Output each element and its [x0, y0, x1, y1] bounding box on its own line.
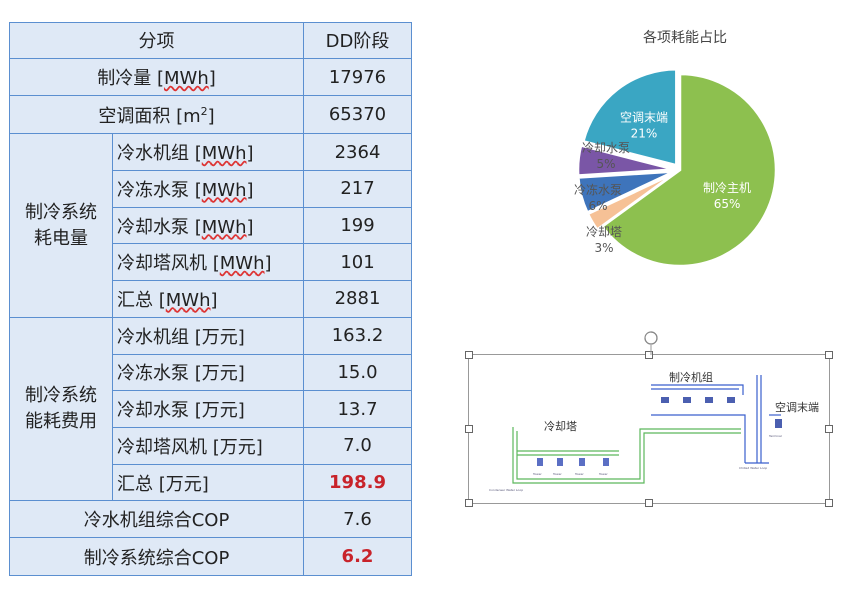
pie-slice-name: 制冷主机	[703, 181, 751, 195]
pie-slice-name: 冷却塔	[586, 225, 622, 239]
table-row: 汇总 [MWh] 2881	[10, 280, 412, 318]
power-row-value: 199	[303, 206, 412, 245]
svg-text:Tower: Tower	[598, 472, 608, 476]
pie-slice-percent: 6%	[588, 199, 607, 213]
table-row: 制冷量 [MWh] 17976	[9, 57, 412, 97]
table-row: 冷水机组综合COP 7.6	[9, 500, 412, 539]
resize-handle[interactable]	[465, 351, 473, 359]
system-schematic: Tower Tower Tower Tower Terminal Chilled…	[465, 351, 833, 507]
cost-row-value: 15.0	[303, 353, 412, 392]
cost-group-label: 制冷系统能耗费用	[9, 316, 113, 502]
terminal-label: 空调末端	[775, 400, 819, 414]
cost-row-label: 冷冻水泵 [万元]	[112, 353, 304, 392]
chiller-cop-label: 冷水机组综合COP	[9, 500, 304, 539]
pie-slice	[576, 144, 675, 177]
cost-row-value: 163.2	[303, 316, 412, 355]
cooling-tower-label: 冷却塔	[544, 420, 577, 433]
pie-slice	[586, 171, 676, 232]
table-row: 冷冻水泵 [万元] 15.0	[10, 353, 412, 392]
cost-row-label: 冷却水泵 [万元]	[112, 390, 304, 428]
cooling-capacity-value: 17976	[303, 57, 412, 97]
resize-handle[interactable]	[645, 351, 653, 359]
cost-row-value: 13.7	[303, 390, 412, 428]
table-row: 冷却塔风机 [万元] 7.0	[10, 426, 412, 465]
resize-handle[interactable]	[825, 351, 833, 359]
table-row: 冷却水泵 [MWh] 199	[10, 206, 412, 245]
system-cop-value: 6.2	[303, 537, 412, 576]
power-row-label: 冷却水泵 [MWh]	[112, 206, 304, 245]
pie-slice-name: 冷冻水泵	[574, 182, 622, 197]
power-row-value: 217	[303, 169, 412, 208]
ac-area-label: 空调面积 [m2]	[9, 95, 304, 135]
table-row: 冷却水泵 [万元] 13.7	[10, 390, 412, 428]
table-row: 冷却塔风机 [MWh] 101	[10, 243, 412, 282]
cooling-capacity-label: 制冷量 [MWh]	[9, 57, 304, 97]
cost-total-value: 198.9	[303, 463, 412, 502]
pie-slice-name: 空调末端	[620, 111, 668, 125]
table-row: 空调面积 [m2] 65370	[9, 95, 412, 135]
power-row-value: 2364	[303, 133, 412, 171]
table-row: 制冷系统综合COP 6.2	[9, 537, 412, 576]
svg-text:Chilled Water Loop: Chilled Water Loop	[739, 466, 767, 470]
ac-area-value: 65370	[303, 95, 412, 135]
pie-chart: 制冷主机 65% 冷却塔 3% 冷冻水泵 6% 冷却水泵 5% 空调末端 21%	[574, 68, 778, 268]
pie-slice	[577, 170, 675, 215]
power-row-value: 101	[303, 243, 412, 282]
chiller-label: 制冷机组	[669, 370, 713, 384]
table-row: 制冷系统能耗费用 冷水机组 [万元] 163.2	[9, 316, 412, 502]
pie-slice-percent: 65%	[714, 197, 741, 211]
power-total-value: 2881	[303, 280, 412, 318]
table-row: 冷冻水泵 [MWh] 217	[10, 169, 412, 208]
power-row-label: 汇总 [MWh]	[112, 280, 304, 318]
rotate-handle[interactable]	[641, 329, 661, 355]
resize-handle[interactable]	[825, 425, 833, 433]
pie-slice	[600, 72, 778, 268]
header-item: 分项	[9, 22, 304, 59]
power-row-label: 冷却塔风机 [MWh]	[112, 243, 304, 282]
pie-slice	[581, 68, 678, 167]
power-group-label: 制冷系统耗电量	[9, 133, 113, 318]
resize-handle[interactable]	[645, 499, 653, 507]
cost-row-label: 冷却塔风机 [万元]	[112, 426, 304, 465]
resize-handle[interactable]	[465, 499, 473, 507]
cost-row-label: 冷水机组 [万元]	[112, 316, 304, 355]
header-value: DD阶段	[303, 22, 412, 59]
schematic-drawing: Tower Tower Tower Tower Terminal Chilled…	[489, 370, 819, 492]
svg-text:Condenser Water Loop: Condenser Water Loop	[489, 488, 523, 492]
svg-text:Tower: Tower	[552, 472, 562, 476]
chiller-cop-value: 7.6	[303, 500, 412, 539]
pie-slice-percent: 3%	[594, 241, 613, 255]
cost-row-label: 汇总 [万元]	[112, 463, 304, 502]
pie-slice-name: 冷却水泵	[582, 141, 630, 155]
svg-text:Terminal: Terminal	[768, 434, 782, 438]
system-cop-label: 制冷系统综合COP	[9, 537, 304, 576]
power-row-label: 冷水机组 [MWh]	[112, 133, 304, 171]
energy-table: 分项 DD阶段 制冷量 [MWh] 17976 空调面积 [m2] 65370 …	[9, 22, 412, 576]
table-row: 制冷系统耗电量 冷水机组 [MWh] 2364	[9, 133, 412, 318]
cost-row-value: 7.0	[303, 426, 412, 465]
svg-text:Tower: Tower	[574, 472, 584, 476]
resize-handle[interactable]	[825, 499, 833, 507]
svg-text:Tower: Tower	[532, 472, 542, 476]
pie-slice-percent: 5%	[596, 157, 615, 171]
table-header-row: 分项 DD阶段	[9, 22, 412, 59]
resize-handle[interactable]	[465, 425, 473, 433]
pie-title: 各项耗能占比	[643, 30, 727, 46]
power-row-label: 冷冻水泵 [MWh]	[112, 169, 304, 208]
pie-slice-percent: 21%	[631, 127, 658, 141]
